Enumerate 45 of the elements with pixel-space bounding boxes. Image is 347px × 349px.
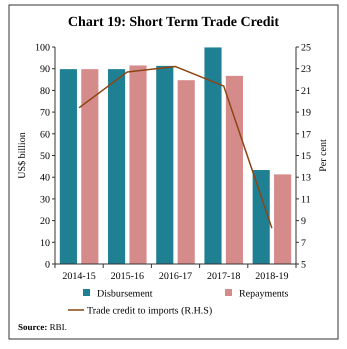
bar xyxy=(178,80,195,264)
y2-axis-title: Per cent xyxy=(318,139,329,172)
y2-tick-label: 15 xyxy=(301,151,311,162)
y2-tick-label: 7 xyxy=(301,238,306,249)
y-tick-label: 80 xyxy=(40,86,50,97)
x-tick-label: 2017-18 xyxy=(207,271,240,282)
y-tick-label: 70 xyxy=(40,108,50,119)
bar xyxy=(204,47,222,264)
y2-tick-label: 5 xyxy=(301,260,306,270)
y2-tick-label: 9 xyxy=(301,216,306,228)
y-tick-label: 50 xyxy=(40,151,50,162)
y-tick-label: 40 xyxy=(40,172,50,184)
y2-tick-label: 13 xyxy=(301,172,311,184)
y-tick-label: 90 xyxy=(40,64,50,76)
x-tick-label: 2014-15 xyxy=(62,271,96,282)
y-tick-label: 60 xyxy=(40,129,50,140)
y-tick-label: 10 xyxy=(40,238,50,249)
y-tick-label: 0 xyxy=(45,260,50,270)
source-note: Source: RBI. xyxy=(18,322,67,332)
bar xyxy=(274,174,292,264)
bar xyxy=(252,170,270,264)
y-axis-title: US$ billion xyxy=(17,132,28,179)
y-tick-label: 100 xyxy=(35,42,50,54)
bar xyxy=(156,66,174,264)
y2-tick-label: 11 xyxy=(301,194,311,206)
bar xyxy=(81,69,98,264)
bar xyxy=(60,69,77,264)
line-series xyxy=(78,66,273,229)
y2-tick-label: 21 xyxy=(301,86,311,97)
legend-label: Repayments xyxy=(239,288,289,300)
y2-tick-label: 25 xyxy=(301,42,311,54)
bar xyxy=(129,65,147,264)
y2-tick-label: 23 xyxy=(301,64,311,76)
y2-tick-label: 19 xyxy=(301,108,311,119)
y-tick-label: 20 xyxy=(40,216,50,228)
bar xyxy=(108,69,126,264)
y-tick-label: 30 xyxy=(40,194,50,206)
x-tick-label: 2016-17 xyxy=(158,271,192,282)
legend-label: Trade credit to imports (R.H.S) xyxy=(87,306,212,316)
bar xyxy=(226,76,243,264)
x-tick-label: 2015-16 xyxy=(110,271,144,282)
chart-title: Chart 19: Short Term Trade Credit xyxy=(68,15,280,30)
x-tick-label: 2018-19 xyxy=(255,271,289,282)
legend-label: Disbursement xyxy=(97,288,153,300)
y2-tick-label: 17 xyxy=(301,129,311,140)
